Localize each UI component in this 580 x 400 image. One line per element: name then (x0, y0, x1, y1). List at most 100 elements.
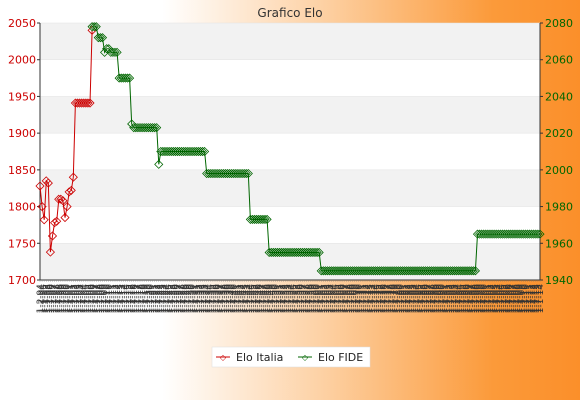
data-point-elo-fide (179, 146, 189, 157)
x-tick-label: 1-1-76 (378, 284, 388, 314)
data-point-elo-fide (383, 266, 393, 276)
grid-band (40, 243, 540, 280)
x-tick-label: 1-7-85 (417, 284, 427, 313)
data-point-elo-fide (281, 247, 291, 258)
x-tick-label: 1-7-36 (213, 284, 223, 314)
chart-title: Grafico Elo (257, 6, 322, 20)
data-point-elo-fide (450, 266, 460, 276)
x-tick-label: 1-7-94 (455, 284, 465, 314)
x-tick-label: 1-7-06 (505, 284, 515, 314)
data-point-elo-fide (379, 266, 389, 276)
data-point-elo-fide (166, 146, 176, 157)
data-point-elo-fide (491, 229, 501, 239)
x-tick-label: 1-1-98 (53, 284, 63, 314)
data-point-elo-fide (277, 247, 287, 258)
x-tick-label: 1-7-47 (259, 284, 269, 313)
data-point-elo-fide (500, 229, 510, 239)
data-point-elo-italia (62, 202, 72, 212)
x-tick-label: 1-1-00 (61, 284, 71, 314)
x-tick-label: 1-1-55 (290, 284, 300, 313)
x-tick-label: 1-1-20 (144, 284, 154, 314)
data-point-elo-italia (50, 218, 60, 228)
x-tick-label: 1-7-37 (217, 284, 227, 313)
x-tick-label: 1-7-49 (267, 284, 277, 314)
x-tick-label: 1-7-13 (534, 284, 544, 313)
series-elo-italia (35, 25, 97, 257)
data-point-elo-fide (200, 146, 210, 157)
grid-band (40, 96, 540, 134)
data-point-elo-fide (129, 123, 139, 133)
data-point-elo-fide (427, 266, 437, 276)
left-tick-label: 1700 (8, 274, 36, 287)
data-point-elo-fide (525, 229, 535, 239)
data-point-elo-fide (212, 168, 222, 179)
x-tick-label: 1-1-03 (74, 284, 84, 313)
x-tick-label: 1-1-91 (440, 284, 450, 313)
x-tick-label: 1-7-29 (184, 284, 194, 314)
data-point-elo-fide (485, 229, 495, 239)
data-point-elo-fide (231, 168, 241, 179)
data-point-elo-fide (158, 146, 168, 157)
data-point-elo-fide (479, 229, 489, 239)
x-tick-label: 1-7-68 (346, 284, 356, 314)
x-tick-label: 1-7-90 (438, 284, 448, 314)
data-point-elo-fide (385, 266, 395, 276)
x-tick-label: 1-1-00 (478, 284, 488, 314)
grid-band (40, 169, 540, 207)
data-point-elo-italia (45, 247, 55, 257)
x-tick-label: 1-1-59 (307, 284, 317, 314)
x-tick-label: 1-1-29 (182, 284, 192, 314)
x-tick-label: 1-1-03 (490, 284, 500, 313)
data-point-elo-fide (168, 146, 178, 157)
x-tick-label: 1-1-02 (69, 284, 79, 313)
legend-item-elo-fide: ◇ Elo FIDE (298, 351, 363, 364)
data-point-elo-fide (175, 146, 185, 157)
data-point-elo-fide (477, 229, 487, 239)
data-point-elo-fide (89, 22, 99, 32)
data-point-elo-fide (416, 266, 426, 276)
data-point-elo-fide (268, 247, 278, 258)
data-point-elo-fide (368, 266, 378, 276)
x-tick-label: 1-1-64 (328, 284, 338, 314)
x-tick-label: 1-7-01 (484, 284, 494, 313)
x-tick-label: 1-1-49 (265, 284, 275, 314)
data-point-elo-fide (135, 123, 145, 133)
x-tick-label: 1-7-22 (155, 284, 165, 313)
series-layer (35, 22, 545, 276)
x-tick-label: 1-1-54 (286, 284, 296, 314)
data-point-elo-fide (356, 266, 366, 276)
data-point-elo-fide (160, 146, 170, 157)
x-tick-label: 1-1-32 (194, 284, 204, 313)
data-point-elo-italia (60, 213, 70, 223)
x-tick-label: 1-1-53 (282, 284, 292, 313)
data-point-elo-fide (229, 168, 239, 179)
data-point-elo-fide (527, 229, 537, 239)
x-tick-label: 1-1-04 (78, 284, 88, 314)
x-tick-label: 1-1-13 (115, 284, 125, 313)
x-tick-label: 1-7-81 (401, 284, 411, 313)
x-tick-label: 1-1-22 (153, 284, 163, 313)
data-point-elo-fide (387, 266, 397, 276)
data-point-elo-fide (293, 247, 303, 258)
data-point-elo-fide (402, 266, 412, 276)
x-tick-label: 1-1-56 (294, 284, 304, 314)
data-point-elo-fide (429, 266, 439, 276)
data-point-elo-fide (170, 146, 180, 157)
x-tick-label: 1-1-23 (157, 284, 167, 313)
data-point-elo-fide (93, 33, 103, 43)
data-point-elo-fide (291, 247, 301, 258)
x-tick-label: 1-7-25 (167, 284, 177, 313)
data-point-elo-fide (400, 266, 410, 276)
data-point-elo-fide (502, 229, 512, 239)
x-tick-label: 1-7-70 (355, 284, 365, 314)
x-tick-label: 1-7-00 (63, 284, 73, 314)
x-tick-label: 1-1-42 (236, 284, 246, 313)
x-tick-label: 1-1-81 (399, 284, 409, 313)
data-point-elo-fide (320, 266, 330, 276)
x-tick-label: 1-7-05 (501, 284, 511, 313)
data-point-elo-fide (195, 146, 205, 157)
data-point-elo-fide (316, 266, 326, 276)
data-point-elo-fide (264, 247, 274, 258)
data-point-elo-fide (475, 229, 485, 239)
